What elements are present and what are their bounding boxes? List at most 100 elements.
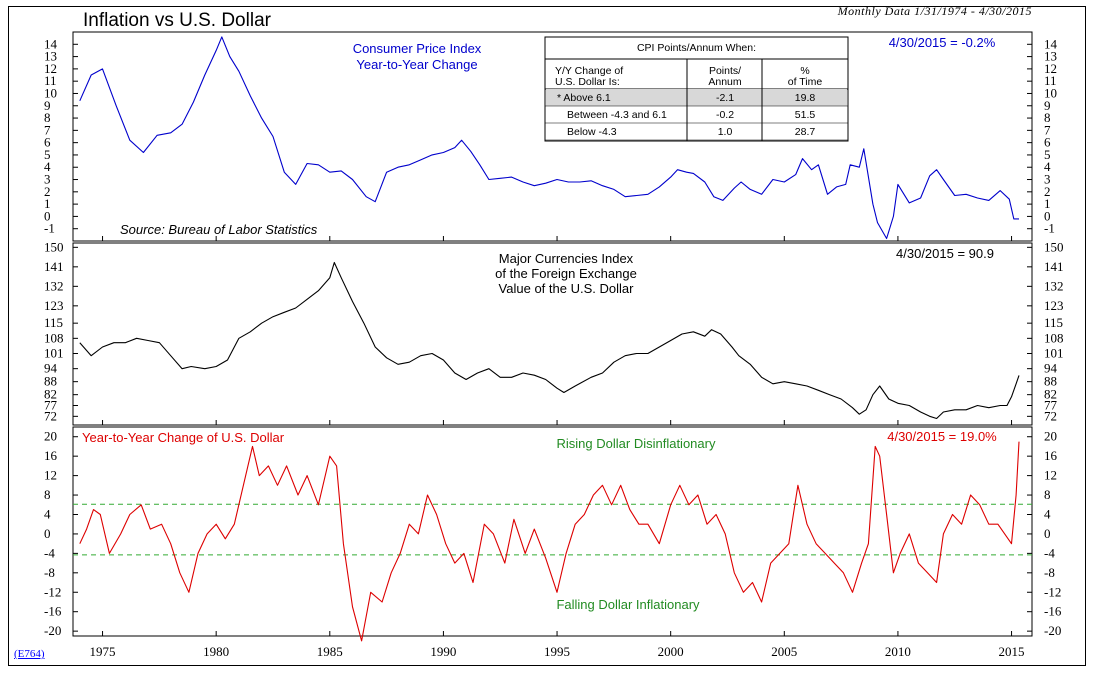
- ytick-label-right: -16: [1044, 604, 1062, 619]
- ytick-label-left: 8: [44, 487, 51, 502]
- ytick-label-right: 72: [1044, 408, 1057, 423]
- ytick-label-left: 141: [44, 259, 64, 274]
- dollar-latest-value: 4/30/2015 = 90.9: [896, 246, 994, 261]
- series-line-dollar: [79, 261, 1020, 420]
- ytick-label-left: 2: [44, 184, 51, 199]
- panel-border-dollar: [72, 242, 1033, 426]
- ytick-label-left: -20: [44, 623, 61, 638]
- ytick-label-left: -16: [44, 604, 62, 619]
- ytick-label-left: 123: [44, 298, 64, 313]
- xtick-label: 2005: [771, 644, 797, 659]
- ytick-label-right: 6: [1044, 135, 1051, 150]
- ytick-label-right: 82: [1044, 387, 1057, 402]
- ytick-label-left: 8: [44, 110, 51, 125]
- ytick-label-left: 82: [44, 387, 57, 402]
- ytick-label-left: -8: [44, 565, 55, 580]
- ytick-label-left: 12: [44, 61, 57, 76]
- table-col-header: Y/Y Change of: [555, 65, 623, 77]
- ytick-label-right: 132: [1044, 278, 1064, 293]
- cpi-source: Source: Bureau of Labor Statistics: [120, 222, 318, 237]
- page-title: Inflation vs U.S. Dollar: [83, 10, 271, 31]
- ytick-label-right: 141: [1044, 259, 1064, 274]
- ytick-label-right: 12: [1044, 61, 1057, 76]
- ytick-label-left: 0: [44, 526, 51, 541]
- ytick-label-left: 16: [44, 448, 58, 463]
- ytick-label-left: 7: [44, 122, 51, 137]
- ytick-label-right: 101: [1044, 346, 1064, 361]
- xtick-label: 1980: [203, 644, 229, 659]
- ytick-label-right: 123: [1044, 298, 1064, 313]
- cpi-title: Consumer Price Index: [353, 41, 482, 56]
- ytick-label-left: 10: [44, 85, 57, 100]
- ytick-label-right: 3: [1044, 172, 1051, 187]
- ytick-label-right: 5: [1044, 147, 1051, 162]
- table-row-highlight: [546, 89, 847, 106]
- ytick-label-right: 115: [1044, 315, 1063, 330]
- ytick-label-left: 9: [44, 98, 51, 113]
- table-col-header: of Time: [788, 76, 823, 88]
- ytick-label-right: -4: [1044, 545, 1055, 560]
- ytick-label-right: 0: [1044, 526, 1051, 541]
- ytick-label-right: 150: [1044, 239, 1064, 254]
- table-row-label: Below -4.3: [567, 126, 617, 138]
- table-row-points: 1.0: [718, 126, 733, 138]
- ytick-label-right: 12: [1044, 468, 1057, 483]
- ytick-label-left: -1: [44, 221, 55, 236]
- table-row-points: -0.2: [716, 109, 734, 121]
- ytick-label-right: 4: [1044, 506, 1051, 521]
- table-col-header: %: [800, 65, 809, 77]
- table-row-pct: 19.8: [795, 92, 816, 104]
- ytick-label-left: 13: [44, 49, 57, 64]
- ytick-label-left: 101: [44, 346, 64, 361]
- ytick-label-left: 72: [44, 408, 57, 423]
- ytick-label-right: -12: [1044, 584, 1061, 599]
- ytick-label-left: 1: [44, 196, 51, 211]
- ytick-label-left: 6: [44, 135, 51, 150]
- ytick-label-left: 5: [44, 147, 51, 162]
- ytick-label-right: 16: [1044, 448, 1058, 463]
- yoy-latest-value: 4/30/2015 = 19.0%: [887, 429, 997, 444]
- ytick-label-right: 2: [1044, 184, 1051, 199]
- ytick-label-left: 4: [44, 506, 51, 521]
- ytick-label-left: 4: [44, 159, 51, 174]
- ytick-label-right: 94: [1044, 361, 1058, 376]
- dollar-title: Major Currencies Index: [499, 251, 634, 266]
- ytick-label-right: 108: [1044, 330, 1064, 345]
- ytick-label-left: 132: [44, 278, 64, 293]
- chart-code-link[interactable]: (E764): [14, 648, 45, 660]
- table-col-header: Annum: [708, 76, 742, 88]
- ytick-label-right: -20: [1044, 623, 1061, 638]
- dollar-subtitle: of the Foreign Exchange: [495, 266, 637, 281]
- ytick-label-left: 0: [44, 208, 51, 223]
- ytick-label-right: 11: [1044, 73, 1057, 88]
- ytick-label-left: 77: [44, 398, 58, 413]
- table-col-header: U.S. Dollar Is:: [555, 76, 620, 88]
- ytick-label-right: 7: [1044, 122, 1051, 137]
- ytick-label-right: 0: [1044, 208, 1051, 223]
- ytick-label-left: 108: [44, 330, 64, 345]
- ytick-label-right: 14: [1044, 36, 1058, 51]
- ytick-label-left: 88: [44, 374, 57, 389]
- table-row-points: -2.1: [716, 92, 734, 104]
- ytick-label-right: 20: [1044, 429, 1057, 444]
- xtick-label: 1985: [317, 644, 343, 659]
- table-row-label: Between -4.3 and 6.1: [567, 109, 667, 121]
- xtick-label: 1995: [544, 644, 570, 659]
- ytick-label-left: 14: [44, 36, 58, 51]
- ytick-label-right: 77: [1044, 398, 1058, 413]
- ytick-label-left: -12: [44, 584, 61, 599]
- ytick-label-right: -1: [1044, 221, 1055, 236]
- table-row-pct: 28.7: [795, 126, 816, 138]
- ytick-label-right: 9: [1044, 98, 1051, 113]
- ytick-label-right: 8: [1044, 487, 1051, 502]
- zone-label-rising: Rising Dollar Disinflationary: [557, 436, 716, 451]
- ytick-label-right: 88: [1044, 374, 1057, 389]
- series-line-yoy: [79, 441, 1020, 642]
- ytick-label-right: 1: [1044, 196, 1051, 211]
- zone-label-falling: Falling Dollar Inflationary: [556, 597, 700, 612]
- ytick-label-right: -8: [1044, 565, 1055, 580]
- date-range-label: Monthly Data 1/31/1974 - 4/30/2015: [837, 4, 1032, 18]
- ytick-label-left: 115: [44, 315, 63, 330]
- ytick-label-right: 10: [1044, 85, 1057, 100]
